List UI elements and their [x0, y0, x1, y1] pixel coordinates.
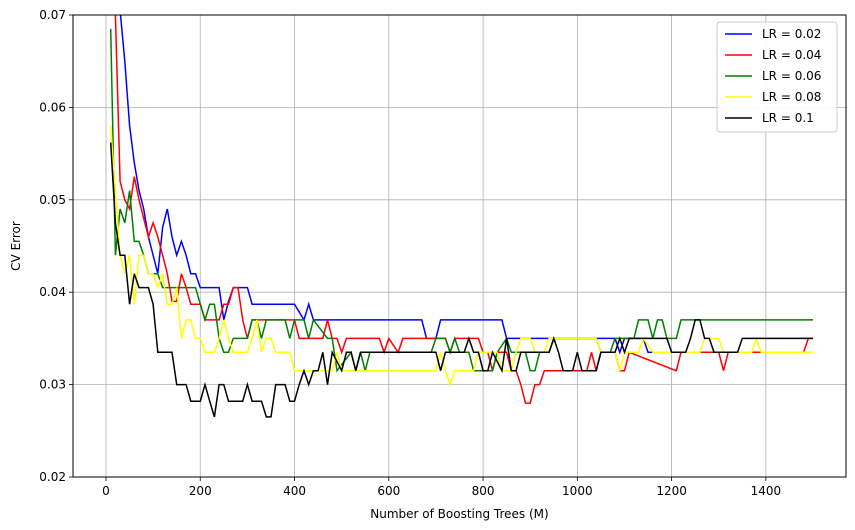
x-axis-label: Number of Boosting Trees (M) — [370, 507, 548, 521]
legend-item-label: LR = 0.1 — [762, 111, 814, 125]
y-tick-label: 0.02 — [39, 470, 66, 484]
legend-item-label: LR = 0.08 — [762, 90, 821, 104]
y-tick-label: 0.05 — [39, 193, 66, 207]
legend: LR = 0.02 LR = 0.04 LR = 0.06 LR = 0.08 LR =… — [716, 21, 838, 133]
x-tick-label: 600 — [377, 484, 400, 498]
x-tick-label: 800 — [472, 484, 495, 498]
y-axis-ticks: 0.02 0.03 0.04 0.05 0.06 0.07 — [39, 8, 73, 484]
y-tick-label: 0.06 — [39, 100, 66, 114]
x-tick-label: 400 — [283, 484, 306, 498]
legend-item-label: LR = 0.06 — [762, 69, 821, 83]
series-line-lr-0-02 — [119, 15, 813, 355]
y-axis-label: CV Error — [9, 221, 23, 271]
x-tick-label: 0 — [102, 484, 110, 498]
x-axis-ticks: 0 200 400 600 800 1000 1200 1400 — [102, 477, 781, 498]
legend-item-label: LR = 0.02 — [762, 27, 821, 41]
plot-frame — [72, 14, 847, 478]
series-layer — [109, 15, 813, 418]
y-tick-label: 0.03 — [39, 378, 66, 392]
legend-box — [716, 21, 838, 133]
x-tick-label: 200 — [189, 484, 212, 498]
legend-item-label: LR = 0.04 — [762, 48, 821, 62]
x-tick-label: 1400 — [751, 484, 782, 498]
y-tick-label: 0.04 — [39, 285, 66, 299]
series-line-lr-0-08 — [109, 125, 813, 387]
x-tick-label: 1200 — [656, 484, 687, 498]
series-line-lr-0-1 — [109, 142, 813, 418]
x-tick-label: 1000 — [562, 484, 593, 498]
y-tick-label: 0.07 — [39, 8, 66, 22]
